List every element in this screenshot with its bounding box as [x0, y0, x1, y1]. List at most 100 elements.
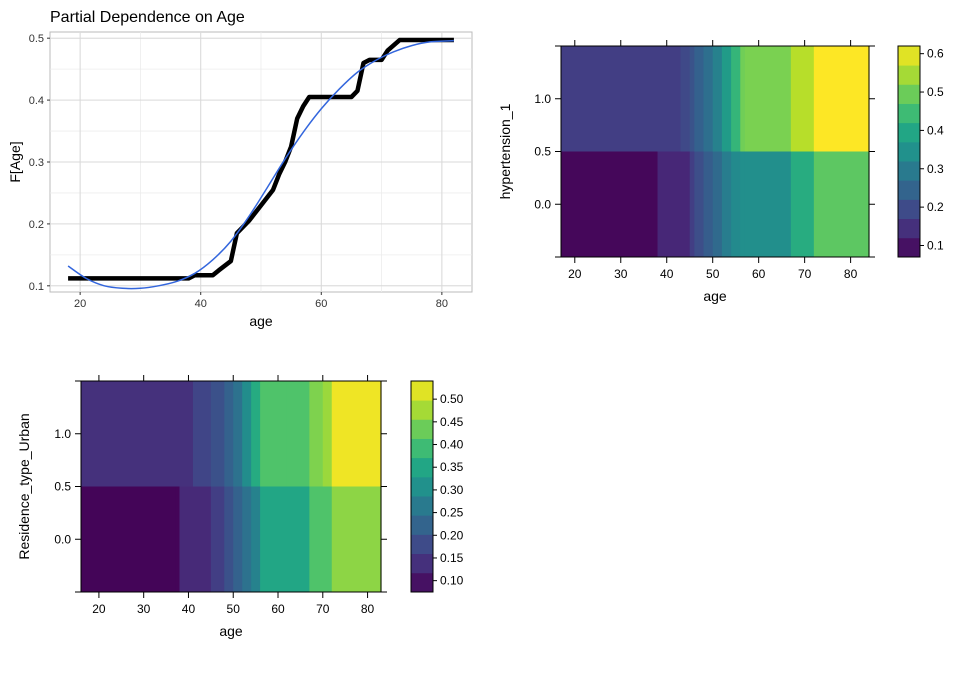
heat-cell — [309, 381, 324, 487]
heat-cell — [689, 46, 695, 152]
heat-cell — [242, 381, 252, 487]
x-tick-label: 80 — [436, 298, 448, 310]
colorbar-segment — [411, 534, 433, 555]
colorbar-segment — [411, 476, 433, 497]
heat-cell — [712, 151, 723, 258]
x-tick-label: 30 — [614, 267, 628, 281]
heat-cell — [703, 46, 714, 152]
y-tick-label: 0.1 — [29, 281, 44, 293]
heat-cell — [251, 486, 261, 593]
colorbar-tick-label: 0.40 — [440, 438, 464, 452]
colorbar-segment — [898, 199, 920, 220]
heat-cell — [251, 381, 261, 487]
x-axis-label: age — [219, 623, 243, 639]
heat-cell — [740, 151, 746, 258]
y-axis-label: F[Age] — [7, 141, 23, 182]
heat-cell — [561, 46, 682, 152]
heat-cell — [721, 151, 732, 258]
heat-cell — [331, 486, 382, 593]
heatmap-chart-1: 20 30 40 50 60 70 80 0.0 0.5 1.0 age hypertension_1… — [497, 40, 944, 304]
colorbar-segment — [898, 237, 920, 258]
y-tick-label: 0.4 — [29, 95, 44, 107]
colorbar-segment — [411, 419, 433, 439]
heat-cell — [703, 151, 714, 258]
colorbar-segment — [411, 400, 433, 420]
colorbar-tick-label: 0.15 — [440, 551, 464, 565]
heat-cell — [731, 151, 741, 258]
colorbar-tick-label: 0.4 — [927, 123, 944, 137]
heat-cell — [242, 486, 252, 593]
series-smooth-line — [67, 39, 454, 290]
heat-cell — [210, 381, 225, 487]
colorbar-tick-label: 0.35 — [440, 460, 464, 474]
x-axis-label: age — [703, 288, 727, 304]
heat-cell — [322, 381, 333, 487]
heatmap-chart-2: 20 30 40 50 60 70 80 0.0 0.5 1.0 age Residence_type… — [16, 375, 464, 639]
x-tick-label: 50 — [706, 267, 720, 281]
colorbar-tick-label: 0.45 — [440, 415, 464, 429]
line-chart: 20 40 60 80 0.1 0.2 0.3 0.4 0.5 Partial Dependenc… — [7, 9, 473, 329]
colorbar-segment — [898, 65, 920, 85]
x-tick-label: 60 — [271, 602, 285, 616]
x-axis-label: age — [249, 313, 273, 329]
colorbar-segment — [898, 180, 920, 200]
colorbar-tick-label: 0.1 — [927, 238, 944, 252]
colorbar-tick-label: 0.30 — [440, 483, 464, 497]
heat-cell — [721, 46, 732, 152]
heat-cell — [210, 486, 225, 593]
colorbar-segment — [411, 457, 433, 478]
x-tick-label: 20 — [568, 267, 582, 281]
x-tick-label: 40 — [660, 267, 674, 281]
heat-cell — [179, 486, 212, 593]
heat-cell — [309, 486, 333, 593]
heat-cell — [744, 46, 792, 152]
x-tick-label: 20 — [92, 602, 106, 616]
colorbar-segment — [898, 161, 920, 181]
y-tick-label: 0.3 — [29, 157, 44, 169]
x-tick-label: 20 — [74, 298, 86, 310]
x-tick-label: 30 — [137, 602, 151, 616]
y-tick-label: 0.0 — [534, 197, 551, 211]
y-tick-label: 0.5 — [534, 145, 551, 159]
colorbar-tick-label: 0.6 — [927, 47, 944, 61]
colorbar-tick-label: 0.5 — [927, 85, 944, 99]
x-tick-label: 50 — [227, 602, 241, 616]
heat-cell — [689, 151, 695, 258]
colorbar-tick-label: 0.2 — [927, 200, 944, 214]
heat-cell — [286, 381, 310, 487]
colorbar-segment — [898, 218, 920, 239]
heat-cell — [657, 151, 691, 258]
colorbar: 0.1 0.2 0.3 0.4 0.5 0.6 — [897, 45, 944, 258]
y-tick-label: 0.2 — [29, 219, 44, 231]
heat-cell — [561, 151, 659, 258]
heat-cell — [260, 486, 288, 593]
x-tick-label: 70 — [798, 267, 812, 281]
y-axis-label: hypertension_1 — [497, 103, 513, 199]
heat-cell — [175, 486, 181, 593]
heat-cell — [233, 381, 243, 487]
colorbar-segment — [411, 438, 433, 459]
heat-cell — [331, 381, 382, 487]
colorbar: 0.10 0.15 0.20 0.25 0.30 0.35 0.40 0.45 0.50 — [410, 380, 464, 593]
heat-cell — [81, 486, 176, 593]
colorbar-frame — [410, 380, 434, 593]
x-tick-label: 40 — [182, 602, 196, 616]
heat-cell — [712, 46, 723, 152]
heat-cell — [813, 151, 870, 258]
heat-cell — [233, 486, 243, 593]
heat-cell — [744, 151, 792, 258]
heat-cell — [286, 486, 310, 593]
heat-cell — [224, 381, 234, 487]
y-tick-label: 0.0 — [54, 532, 71, 546]
colorbar-tick-label: 0.50 — [440, 392, 464, 406]
heat-cell — [694, 46, 705, 152]
y-tick-label: 0.5 — [29, 33, 44, 45]
colorbar-segment — [898, 122, 920, 143]
heat-cell — [790, 151, 815, 258]
heat-cell — [790, 46, 815, 152]
x-tick-label: 60 — [752, 267, 766, 281]
colorbar-segment — [411, 381, 433, 401]
x-tick-label: 60 — [315, 298, 327, 310]
